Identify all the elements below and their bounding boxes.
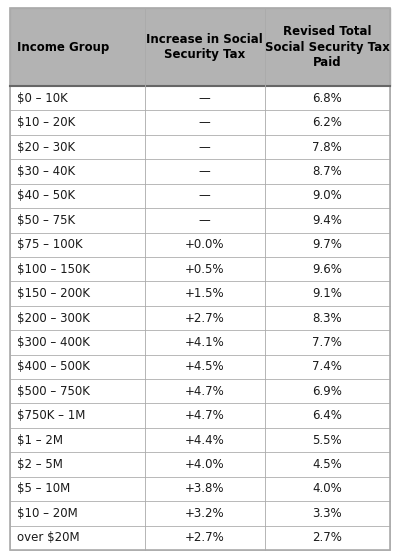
Text: +4.5%: +4.5% bbox=[185, 360, 224, 373]
Text: $0 – 10K: $0 – 10K bbox=[17, 92, 68, 105]
Bar bbox=[10, 135, 390, 159]
Bar bbox=[10, 501, 390, 526]
Text: Increase in Social
Security Tax: Increase in Social Security Tax bbox=[146, 33, 263, 61]
Bar bbox=[10, 86, 390, 110]
Text: 9.7%: 9.7% bbox=[312, 238, 342, 251]
Bar bbox=[10, 355, 390, 379]
Text: —: — bbox=[199, 141, 211, 153]
Text: Income Group: Income Group bbox=[17, 41, 109, 54]
Text: $500 – 750K: $500 – 750K bbox=[17, 385, 90, 398]
Bar bbox=[10, 526, 390, 550]
Text: $2 – 5M: $2 – 5M bbox=[17, 458, 63, 471]
Text: $20 – 30K: $20 – 30K bbox=[17, 141, 75, 153]
Text: 7.8%: 7.8% bbox=[312, 141, 342, 153]
Text: 9.1%: 9.1% bbox=[312, 287, 342, 300]
Text: $50 – 75K: $50 – 75K bbox=[17, 214, 75, 227]
Text: +0.0%: +0.0% bbox=[185, 238, 224, 251]
Text: 4.0%: 4.0% bbox=[312, 483, 342, 496]
Text: $200 – 300K: $200 – 300K bbox=[17, 311, 90, 325]
Bar bbox=[10, 428, 390, 453]
Bar bbox=[10, 477, 390, 501]
Text: +4.1%: +4.1% bbox=[185, 336, 225, 349]
Bar bbox=[10, 233, 390, 257]
Bar bbox=[10, 184, 390, 208]
Text: $10 – 20K: $10 – 20K bbox=[17, 116, 75, 129]
Text: 6.4%: 6.4% bbox=[312, 409, 342, 422]
Text: 4.5%: 4.5% bbox=[312, 458, 342, 471]
Bar bbox=[10, 281, 390, 306]
Text: 9.6%: 9.6% bbox=[312, 263, 342, 276]
Text: —: — bbox=[199, 189, 211, 203]
Text: 8.3%: 8.3% bbox=[312, 311, 342, 325]
Bar bbox=[10, 159, 390, 184]
Text: $75 – 100K: $75 – 100K bbox=[17, 238, 83, 251]
Text: +4.0%: +4.0% bbox=[185, 458, 224, 471]
Text: $750K – 1M: $750K – 1M bbox=[17, 409, 85, 422]
Text: Revised Total
Social Security Tax
Paid: Revised Total Social Security Tax Paid bbox=[265, 25, 390, 69]
Bar bbox=[10, 403, 390, 428]
Text: +0.5%: +0.5% bbox=[185, 263, 224, 276]
Text: +4.7%: +4.7% bbox=[185, 409, 225, 422]
Text: 8.7%: 8.7% bbox=[312, 165, 342, 178]
Text: —: — bbox=[199, 116, 211, 129]
Text: $300 – 400K: $300 – 400K bbox=[17, 336, 90, 349]
Text: +4.4%: +4.4% bbox=[185, 434, 225, 446]
Text: $150 – 200K: $150 – 200K bbox=[17, 287, 90, 300]
Bar bbox=[10, 257, 390, 281]
Text: $100 – 150K: $100 – 150K bbox=[17, 263, 90, 276]
Bar bbox=[10, 110, 390, 135]
Text: 3.3%: 3.3% bbox=[312, 507, 342, 520]
Text: 2.7%: 2.7% bbox=[312, 531, 342, 544]
Text: —: — bbox=[199, 214, 211, 227]
Text: $400 – 500K: $400 – 500K bbox=[17, 360, 90, 373]
Text: +1.5%: +1.5% bbox=[185, 287, 224, 300]
Text: $40 – 50K: $40 – 50K bbox=[17, 189, 75, 203]
Text: 5.5%: 5.5% bbox=[312, 434, 342, 446]
Text: 6.8%: 6.8% bbox=[312, 92, 342, 105]
Text: —: — bbox=[199, 165, 211, 178]
Text: +3.8%: +3.8% bbox=[185, 483, 224, 496]
Text: 9.0%: 9.0% bbox=[312, 189, 342, 203]
Text: +2.7%: +2.7% bbox=[185, 311, 225, 325]
Text: 6.9%: 6.9% bbox=[312, 385, 342, 398]
Text: $1 – 2M: $1 – 2M bbox=[17, 434, 63, 446]
Text: +2.7%: +2.7% bbox=[185, 531, 225, 544]
Text: +3.2%: +3.2% bbox=[185, 507, 224, 520]
Text: over $20M: over $20M bbox=[17, 531, 80, 544]
Text: —: — bbox=[199, 92, 211, 105]
Text: 7.4%: 7.4% bbox=[312, 360, 342, 373]
Text: 6.2%: 6.2% bbox=[312, 116, 342, 129]
Text: 9.4%: 9.4% bbox=[312, 214, 342, 227]
Bar bbox=[10, 453, 390, 477]
Bar bbox=[10, 8, 390, 86]
Bar bbox=[10, 208, 390, 233]
Text: $5 – 10M: $5 – 10M bbox=[17, 483, 70, 496]
Bar bbox=[10, 306, 390, 330]
Text: $30 – 40K: $30 – 40K bbox=[17, 165, 75, 178]
Text: $10 – 20M: $10 – 20M bbox=[17, 507, 78, 520]
Text: +4.7%: +4.7% bbox=[185, 385, 225, 398]
Bar bbox=[10, 379, 390, 403]
Bar bbox=[10, 330, 390, 355]
Text: 7.7%: 7.7% bbox=[312, 336, 342, 349]
